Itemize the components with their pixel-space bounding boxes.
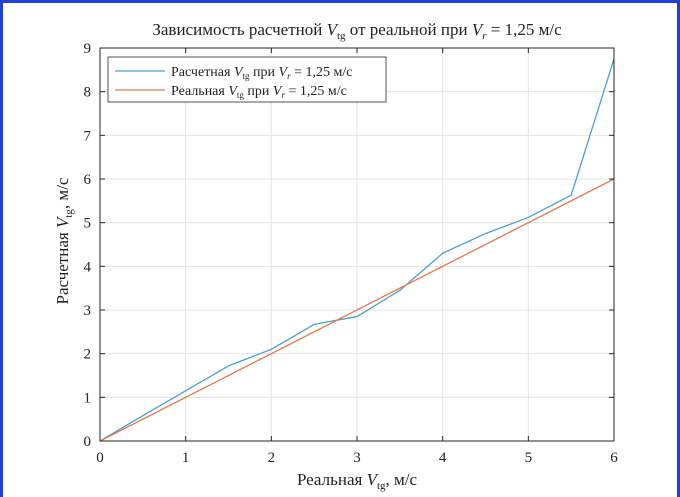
y-tick-label: 2 [84, 347, 92, 363]
x-tick-label: 2 [268, 450, 276, 466]
y-axis-label: Расчетная Vtg, м/с [53, 177, 75, 304]
x-tick-label: 4 [439, 450, 447, 466]
x-tick-label: 1 [182, 450, 190, 466]
y-tick-label: 9 [84, 41, 92, 57]
ticks: 0 1 2 3 4 5 6 0 1 2 3 4 5 6 7 8 9 [84, 41, 619, 466]
y-tick-label: 0 [84, 434, 92, 450]
y-tick-label: 6 [84, 172, 92, 188]
y-tick-label: 1 [84, 390, 92, 406]
legend-label-calculated: Расчетная Vtg при Vr = 1,25 м/с [171, 65, 352, 81]
y-tick-label: 3 [84, 303, 92, 319]
x-tick-label: 5 [525, 450, 533, 466]
chart-title: Зависимость расчетной Vtg от реальной пр… [152, 20, 562, 42]
y-tick-label: 4 [84, 259, 92, 275]
grid [99, 47, 615, 442]
legend-box [107, 56, 387, 103]
legend-label-real: Реальная Vtg при Vr = 1,25 м/с [171, 84, 347, 100]
y-tick-label: 7 [84, 128, 92, 144]
series-group [99, 58, 615, 442]
x-tick-label: 6 [610, 450, 618, 466]
x-tick-label: 0 [96, 450, 104, 466]
series-line-calculated [99, 58, 615, 442]
series-line-real [99, 178, 615, 442]
x-axis-label: Реальная Vtg, м/с [297, 470, 418, 492]
legend: Расчетная Vtg при Vr = 1,25 м/с Реальная… [107, 56, 387, 103]
x-tick-label: 3 [353, 450, 361, 466]
y-tick-label: 5 [84, 216, 92, 232]
y-tick-label: 8 [84, 85, 92, 101]
